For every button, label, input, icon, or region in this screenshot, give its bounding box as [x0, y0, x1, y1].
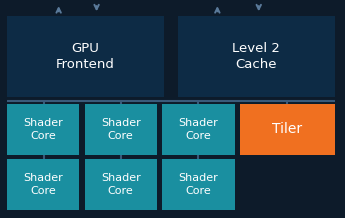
FancyBboxPatch shape [162, 104, 235, 155]
FancyBboxPatch shape [7, 159, 79, 210]
Text: GPU
Frontend: GPU Frontend [56, 42, 115, 72]
FancyBboxPatch shape [162, 159, 235, 210]
Text: Shader
Core: Shader Core [178, 173, 218, 196]
FancyBboxPatch shape [178, 16, 335, 97]
Text: Tiler: Tiler [272, 122, 302, 136]
Text: Shader
Core: Shader Core [23, 118, 63, 141]
FancyBboxPatch shape [85, 159, 157, 210]
Text: Shader
Core: Shader Core [101, 118, 141, 141]
FancyBboxPatch shape [85, 104, 157, 155]
FancyBboxPatch shape [240, 104, 335, 155]
FancyBboxPatch shape [7, 104, 79, 155]
Text: Shader
Core: Shader Core [178, 118, 218, 141]
FancyBboxPatch shape [7, 16, 164, 97]
Text: Level 2
Cache: Level 2 Cache [232, 42, 280, 72]
Text: Shader
Core: Shader Core [23, 173, 63, 196]
Text: Shader
Core: Shader Core [101, 173, 141, 196]
